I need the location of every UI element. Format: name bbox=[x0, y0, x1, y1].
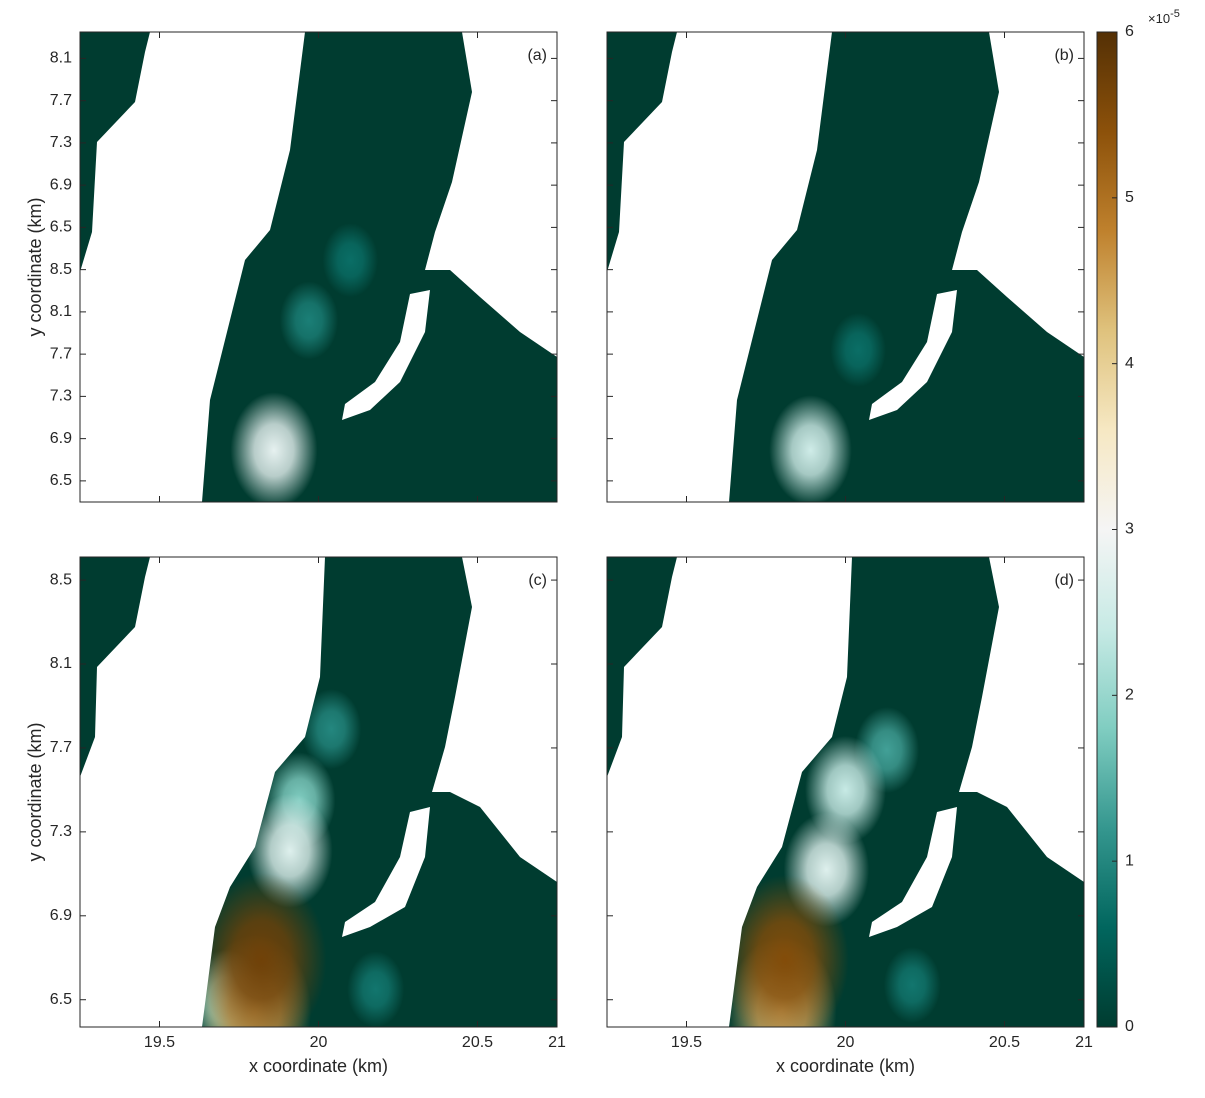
x-tick-label: 20.5 bbox=[989, 1034, 1020, 1051]
y-tick-label: 6.5 bbox=[50, 219, 72, 236]
plume bbox=[721, 874, 849, 1027]
land bbox=[607, 32, 832, 502]
colorbar-tick-label: 1 bbox=[1125, 852, 1134, 869]
land bbox=[342, 290, 430, 420]
panel bbox=[607, 32, 1084, 502]
panel-label: (a) bbox=[527, 47, 547, 64]
x-tick-label: 20 bbox=[310, 1034, 328, 1051]
plume bbox=[230, 392, 318, 502]
x-tick-label: 21 bbox=[1075, 1034, 1093, 1051]
x-axis-label: x coordinate (km) bbox=[249, 1056, 388, 1076]
x-axis-label: x coordinate (km) bbox=[776, 1056, 915, 1076]
land bbox=[342, 807, 430, 937]
y-tick-label: 7.7 bbox=[50, 92, 72, 109]
land bbox=[869, 290, 957, 420]
y-tick-label: 8.1 bbox=[50, 303, 72, 320]
y-tick-label: 7.3 bbox=[50, 388, 72, 405]
y-tick-label: 6.5 bbox=[50, 472, 72, 489]
plume bbox=[883, 947, 941, 1024]
x-tick-label: 21 bbox=[548, 1034, 566, 1051]
colorbar-tick-label: 0 bbox=[1125, 1018, 1134, 1035]
x-tick-label: 19.5 bbox=[144, 1034, 175, 1051]
panel bbox=[80, 557, 557, 1027]
land bbox=[432, 557, 557, 882]
y-tick-label: 6.9 bbox=[50, 430, 72, 447]
y-tick-label: 7.3 bbox=[50, 823, 72, 840]
panel-label: (b) bbox=[1054, 47, 1074, 64]
y-tick-label: 7.7 bbox=[50, 345, 72, 362]
land bbox=[80, 557, 325, 1027]
land bbox=[425, 32, 557, 357]
land bbox=[959, 557, 1084, 882]
panel bbox=[607, 557, 1084, 1027]
y-tick-label: 6.9 bbox=[50, 176, 72, 193]
land bbox=[80, 32, 305, 502]
y-axis-label: y coordinate (km) bbox=[25, 197, 45, 336]
y-tick-label: 8.1 bbox=[50, 50, 72, 67]
x-tick-label: 19.5 bbox=[671, 1034, 702, 1051]
land bbox=[607, 557, 852, 1027]
y-tick-label: 8.5 bbox=[50, 261, 72, 278]
colorbar-tick-label: 5 bbox=[1125, 189, 1134, 206]
colorbar-exponent: ×10-5 bbox=[1148, 8, 1180, 27]
panel-label: (c) bbox=[528, 572, 547, 589]
y-tick-label: 6.5 bbox=[50, 991, 72, 1008]
plume bbox=[347, 951, 405, 1027]
y-tick-label: 8.1 bbox=[50, 655, 72, 672]
plume bbox=[830, 312, 886, 387]
y-tick-label: 8.5 bbox=[50, 571, 72, 588]
land bbox=[869, 807, 957, 937]
colorbar-tick-label: 6 bbox=[1125, 23, 1134, 40]
y-axis-label: y coordinate (km) bbox=[25, 722, 45, 861]
panel bbox=[80, 32, 557, 502]
land bbox=[952, 32, 1084, 357]
colorbar-tick-label: 4 bbox=[1125, 355, 1134, 372]
panel-label: (d) bbox=[1054, 572, 1074, 589]
plume bbox=[322, 223, 379, 298]
exponent-base: ×10 bbox=[1148, 11, 1170, 26]
plume bbox=[769, 395, 852, 502]
plume bbox=[196, 872, 327, 1027]
colorbar-tick-label: 2 bbox=[1125, 687, 1134, 704]
y-tick-label: 7.3 bbox=[50, 134, 72, 151]
y-tick-label: 6.9 bbox=[50, 907, 72, 924]
colorbar-tick-label: 3 bbox=[1125, 521, 1134, 538]
exponent-power: -5 bbox=[1170, 8, 1180, 20]
y-tick-label: 7.7 bbox=[50, 739, 72, 756]
x-tick-label: 20.5 bbox=[462, 1034, 493, 1051]
plume bbox=[279, 281, 339, 360]
plume bbox=[301, 689, 362, 770]
x-tick-label: 20 bbox=[837, 1034, 855, 1051]
